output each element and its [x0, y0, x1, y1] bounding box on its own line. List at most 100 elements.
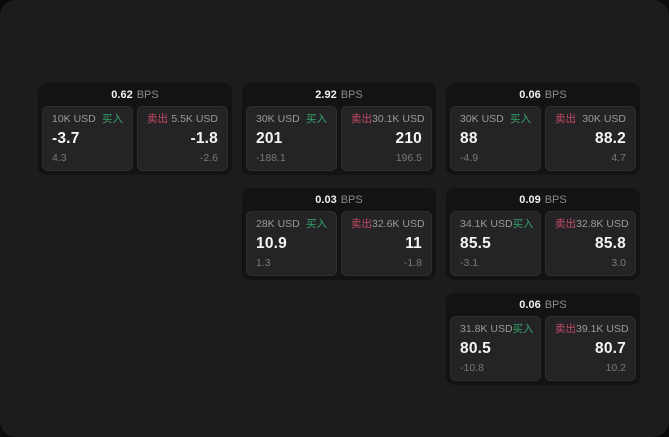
buy-direction-label: 买入 [510, 113, 531, 125]
buy-price-value: 201 [256, 130, 283, 147]
bps-unit-label: BPS [544, 89, 567, 101]
sell-amount-label: 30K USD [582, 113, 626, 125]
card-header: 2.92 BPS [242, 83, 436, 106]
sell-delta-value: 10.2 [605, 362, 626, 374]
buy-tile-header: 31.8K USD 买入 [460, 323, 534, 335]
quote-card: 0.09 BPS 34.1K USD 买入 85.5 -3.1 卖出 32.8K… [446, 188, 640, 280]
bps-value: 2.92 [315, 89, 337, 101]
card-body: 31.8K USD 买入 80.5 -10.8 卖出 39.1K USD 80.… [446, 316, 640, 385]
buy-amount-label: 28K USD [256, 218, 300, 230]
sell-delta-value: 3.0 [611, 257, 626, 269]
sell-direction-label: 卖出 [351, 218, 372, 230]
buy-price-value: -3.7 [52, 130, 80, 147]
card-header: 0.03 BPS [242, 188, 436, 211]
sell-price-value: 88.2 [595, 130, 626, 147]
buy-amount-label: 34.1K USD [460, 218, 513, 230]
card-header: 0.06 BPS [446, 83, 640, 106]
sell-price-value: 85.8 [595, 235, 626, 252]
bps-value: 0.03 [315, 194, 337, 206]
buy-direction-label: 买入 [306, 218, 327, 230]
buy-amount-label: 10K USD [52, 113, 96, 125]
buy-amount-label: 30K USD [256, 113, 300, 125]
quote-card: 0.62 BPS 10K USD 买入 -3.7 4.3 卖出 5.5K USD… [38, 83, 232, 175]
bps-unit-label: BPS [136, 89, 159, 101]
sell-direction-label: 卖出 [555, 113, 576, 125]
bps-value: 0.09 [519, 194, 541, 206]
bps-unit-label: BPS [544, 194, 567, 206]
bps-unit-label: BPS [544, 299, 567, 311]
buy-delta-value: 1.3 [256, 257, 271, 269]
bps-value: 0.62 [111, 89, 133, 101]
buy-direction-label: 买入 [512, 323, 534, 335]
buy-quote-tile[interactable]: 28K USD 买入 10.9 1.3 [246, 211, 337, 276]
sell-price-value: 80.7 [595, 340, 626, 357]
card-body: 30K USD 买入 88 -4.9 卖出 30K USD 88.2 4.7 [446, 106, 640, 175]
sell-quote-tile[interactable]: 卖出 32.8K USD 85.8 3.0 [545, 211, 636, 276]
sell-amount-label: 5.5K USD [171, 113, 218, 125]
card-header: 0.06 BPS [446, 293, 640, 316]
buy-quote-tile[interactable]: 30K USD 买入 201 -188.1 [246, 106, 337, 171]
quote-card: 0.03 BPS 28K USD 买入 10.9 1.3 卖出 32.6K US… [242, 188, 436, 280]
bps-unit-label: BPS [340, 89, 363, 101]
buy-tile-header: 30K USD 买入 [460, 113, 531, 125]
bps-unit-label: BPS [340, 194, 363, 206]
card-header: 0.09 BPS [446, 188, 640, 211]
card-body: 30K USD 买入 201 -188.1 卖出 30.1K USD 210 1… [242, 106, 436, 175]
buy-quote-tile[interactable]: 10K USD 买入 -3.7 4.3 [42, 106, 133, 171]
buy-delta-value: -4.9 [460, 152, 479, 164]
sell-amount-label: 32.8K USD [576, 218, 629, 230]
sell-tile-header: 卖出 30.1K USD [351, 113, 425, 125]
quote-card: 0.06 BPS 30K USD 买入 88 -4.9 卖出 30K USD 8… [446, 83, 640, 175]
buy-tile-header: 34.1K USD 买入 [460, 218, 534, 230]
buy-delta-value: -188.1 [256, 152, 286, 164]
buy-price-value: 10.9 [256, 235, 287, 252]
sell-tile-header: 卖出 39.1K USD [555, 323, 629, 335]
sell-quote-tile[interactable]: 卖出 32.6K USD 11 -1.8 [341, 211, 432, 276]
buy-amount-label: 30K USD [460, 113, 504, 125]
buy-tile-header: 30K USD 买入 [256, 113, 327, 125]
bps-value: 0.06 [519, 299, 541, 311]
buy-direction-label: 买入 [512, 218, 534, 230]
sell-amount-label: 32.6K USD [372, 218, 425, 230]
sell-amount-label: 30.1K USD [372, 113, 425, 125]
sell-quote-tile[interactable]: 卖出 30K USD 88.2 4.7 [545, 106, 636, 171]
sell-quote-tile[interactable]: 卖出 30.1K USD 210 196.5 [341, 106, 432, 171]
buy-amount-label: 31.8K USD [460, 323, 513, 335]
card-body: 34.1K USD 买入 85.5 -3.1 卖出 32.8K USD 85.8… [446, 211, 640, 280]
buy-quote-tile[interactable]: 31.8K USD 买入 80.5 -10.8 [450, 316, 541, 381]
sell-tile-header: 卖出 32.8K USD [555, 218, 629, 230]
sell-quote-tile[interactable]: 卖出 39.1K USD 80.7 10.2 [545, 316, 636, 381]
bps-value: 0.06 [519, 89, 541, 101]
buy-direction-label: 买入 [102, 113, 123, 125]
buy-tile-header: 28K USD 买入 [256, 218, 327, 230]
card-body: 10K USD 买入 -3.7 4.3 卖出 5.5K USD -1.8 -2.… [38, 106, 232, 175]
card-header: 0.62 BPS [38, 83, 232, 106]
sell-tile-header: 卖出 5.5K USD [147, 113, 218, 125]
sell-direction-label: 卖出 [555, 218, 576, 230]
buy-delta-value: 4.3 [52, 152, 67, 164]
sell-price-value: 11 [405, 235, 422, 252]
buy-price-value: 80.5 [460, 340, 491, 357]
sell-price-value: -1.8 [190, 130, 218, 147]
sell-direction-label: 卖出 [555, 323, 576, 335]
buy-delta-value: -3.1 [460, 257, 479, 269]
buy-tile-header: 10K USD 买入 [52, 113, 123, 125]
sell-quote-tile[interactable]: 卖出 5.5K USD -1.8 -2.6 [137, 106, 228, 171]
sell-delta-value: 4.7 [611, 152, 626, 164]
quote-card: 0.06 BPS 31.8K USD 买入 80.5 -10.8 卖出 39.1… [446, 293, 640, 385]
sell-amount-label: 39.1K USD [576, 323, 629, 335]
buy-quote-tile[interactable]: 30K USD 买入 88 -4.9 [450, 106, 541, 171]
buy-price-value: 85.5 [460, 235, 491, 252]
sell-tile-header: 卖出 32.6K USD [351, 218, 425, 230]
sell-direction-label: 卖出 [147, 113, 168, 125]
sell-direction-label: 卖出 [351, 113, 372, 125]
sell-delta-value: -1.8 [403, 257, 422, 269]
sell-tile-header: 卖出 30K USD [555, 113, 626, 125]
sell-delta-value: 196.5 [395, 152, 422, 164]
sell-delta-value: -2.6 [199, 152, 218, 164]
card-body: 28K USD 买入 10.9 1.3 卖出 32.6K USD 11 -1.8 [242, 211, 436, 280]
buy-quote-tile[interactable]: 34.1K USD 买入 85.5 -3.1 [450, 211, 541, 276]
sell-price-value: 210 [395, 130, 422, 147]
